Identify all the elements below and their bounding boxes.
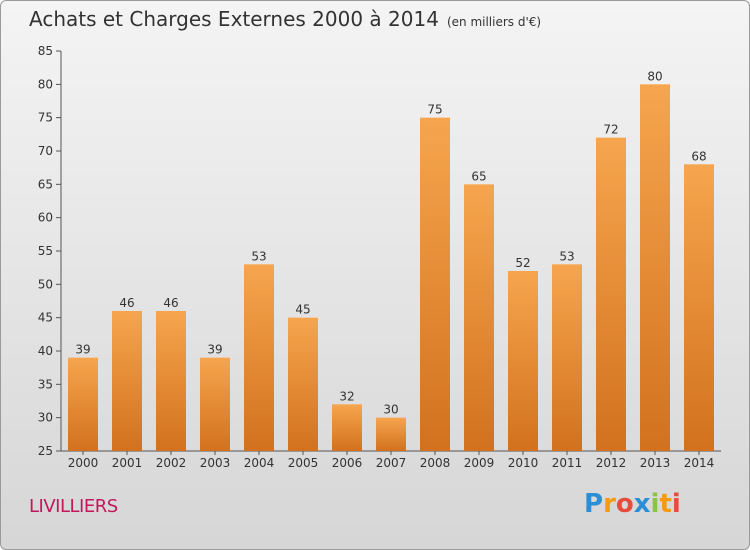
data-label: 53 [251,249,266,263]
x-tick-label: 2006 [332,456,363,470]
y-tick-label: 40 [38,344,53,358]
y-tick-label: 25 [38,444,53,458]
x-tick-label: 2005 [288,456,319,470]
y-tick-label: 50 [38,277,53,291]
y-tick-label: 35 [38,377,53,391]
y-tick-label: 80 [38,77,53,91]
y-tick-label: 55 [38,244,53,258]
bar [596,137,626,451]
y-tick-label: 45 [38,311,53,325]
chart-data-labels: 39 46 46 39 53 45 32 30 75 65 52 53 72 80 68 [75,69,706,416]
bar [420,117,450,452]
data-label: 46 [119,296,134,310]
bar [244,264,274,451]
y-tick-label: 60 [38,211,53,225]
data-label: 45 [295,303,310,317]
bar [200,357,230,451]
bar [508,271,538,451]
commune-name: LIVILLIERS [29,496,118,517]
logo-letter: x [633,489,651,519]
x-tick-label: 2003 [200,456,231,470]
chart-title-text: Achats et Charges Externes 2000 à 2014 [29,7,439,31]
data-label: 30 [383,403,398,417]
x-tick-label: 2009 [464,456,495,470]
x-tick-label: 2012 [596,456,627,470]
bar [640,84,670,451]
data-label: 32 [339,389,354,403]
logo-letter: r [603,489,616,519]
bar [552,264,582,451]
bar [332,404,362,451]
logo-letter: t [659,489,672,519]
y-tick-label: 70 [38,144,53,158]
x-tick-label: 2011 [552,456,583,470]
logo-letter: i [671,489,681,519]
bar [288,317,318,451]
data-label: 39 [207,343,222,357]
x-tick-label: 2014 [684,456,715,470]
x-tick-label: 2013 [640,456,671,470]
data-label: 68 [691,149,706,163]
x-tick-label: 2007 [376,456,407,470]
y-tick-label: 65 [38,177,53,191]
data-label: 46 [163,296,178,310]
x-tick-label: 2008 [420,456,451,470]
x-tick-label: 2001 [112,456,143,470]
bar [376,417,406,451]
y-tick-label: 85 [38,44,53,58]
chart-bars [68,84,714,452]
chart-title: Achats et Charges Externes 2000 à 2014 (e… [29,7,541,31]
bar [464,184,494,452]
logo-letter: i [650,489,660,519]
chart-subtitle: (en milliers d'€) [446,15,542,29]
x-tick-label: 2010 [508,456,539,470]
x-tick-label: 2002 [156,456,187,470]
bar [112,311,142,451]
bar [684,164,714,452]
y-tick-label: 30 [38,411,53,425]
x-tick-label: 2000 [68,456,99,470]
x-tick-label: 2004 [244,456,275,470]
data-label: 53 [559,249,574,263]
data-label: 75 [427,103,442,117]
logo-letter: P [584,489,604,519]
data-label: 39 [75,343,90,357]
bar [68,357,98,451]
data-label: 72 [603,123,618,137]
logo-letter: o [615,489,634,519]
data-label: 65 [471,169,486,183]
proxiti-logo: Proxiti [584,489,681,519]
data-label: 52 [515,256,530,270]
data-label: 80 [647,69,662,83]
bar [156,311,186,451]
y-tick-label: 75 [38,111,53,125]
chart-axes: 25 30 35 40 45 50 55 60 65 70 75 80 85 2000 2001 2002 20… [38,44,721,470]
